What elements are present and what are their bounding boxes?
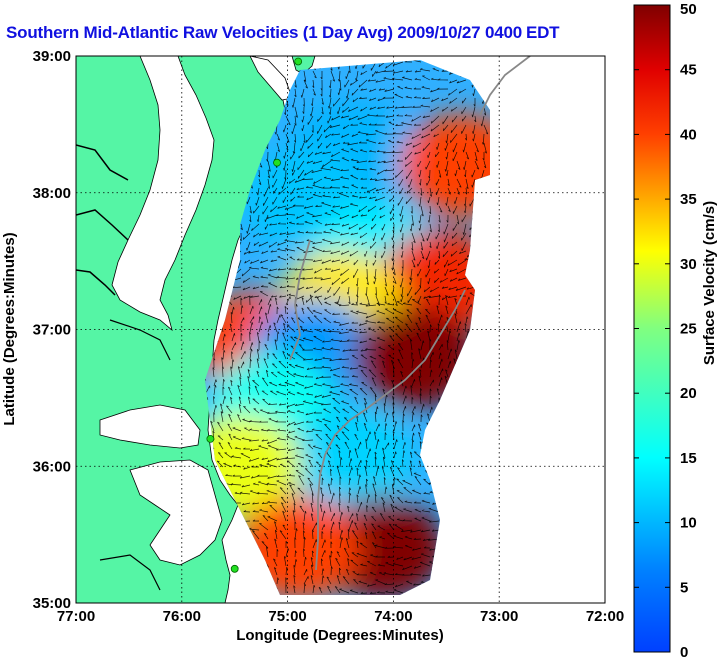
x-tick-label: 75:00 [268,608,306,625]
colorbar-label: Surface Velocity (cm/s) [701,201,718,365]
colorbar-tick-label: 25 [680,321,697,338]
pamlico-sound [129,459,223,566]
y-tick-label: 38:00 [33,185,71,202]
colorbar-tick-label: 45 [680,62,697,79]
radar-station-marker [230,564,239,573]
albemarle-sound [99,404,201,449]
velocity-patch [400,113,490,218]
x-tick-label: 72:00 [586,608,624,625]
radar-stations [206,57,303,573]
y-tick-labels: 39:00 38:00 37:00 36:00 35:00 [33,48,71,612]
isobath-lines [289,56,531,571]
colorbar-tick-label: 0 [680,644,688,659]
x-tick-label: 74:00 [374,608,412,625]
y-axis-label: Latitude (Degrees:Minutes) [1,232,18,425]
plot-frame [75,55,606,604]
radar-station-marker [273,158,281,167]
colorbar-tick-label: 30 [680,256,697,273]
map-title-timezone: EDT [525,23,560,42]
x-tick-label: 76:00 [163,608,201,625]
x-axis-label: Longitude (Degrees:Minutes) [236,627,444,644]
colorbar-tick-label: 35 [680,191,697,208]
x-tick-label: 77:00 [57,608,95,625]
y-tick-label: 35:00 [33,595,71,612]
colorbar-tick-label: 5 [680,579,688,596]
map-grid [76,56,605,603]
colorbar-tick-label: 50 [680,1,697,18]
colorbar-tick-label: 15 [680,450,697,467]
x-tick-label: 73:00 [480,608,518,625]
y-tick-label: 36:00 [33,458,71,475]
colorbar-tick-label: 20 [680,385,697,402]
map-title-main: Southern Mid-Atlantic Raw Velocities (1 … [6,23,522,42]
radar-station-marker [294,57,303,66]
colorbar [633,4,671,653]
x-tick-labels: 77:00 76:00 75:00 74:00 73:00 72:00 [57,608,624,625]
map-title: Southern Mid-Atlantic Raw Velocities (1 … [6,23,560,43]
y-tick-label: 39:00 [33,48,71,65]
colorbar-tick-label: 40 [680,126,697,143]
y-tick-label: 37:00 [33,322,71,339]
radar-station-marker [206,434,215,443]
colorbar-tick-label: 10 [680,515,697,532]
